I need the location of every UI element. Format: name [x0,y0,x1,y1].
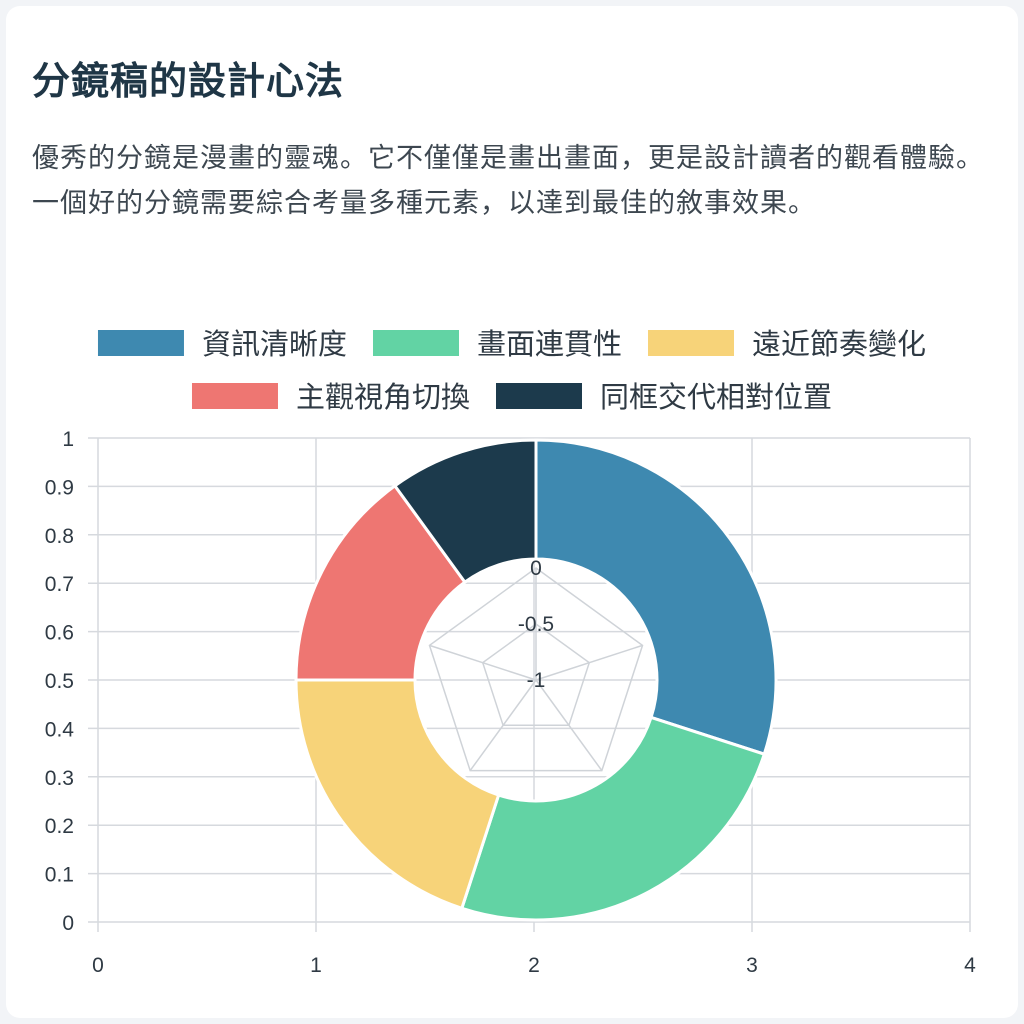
radial-spoke [429,644,537,681]
radial-spoke [535,644,643,681]
doughnut-slice [459,715,767,922]
x-tick-label: 4 [964,954,976,977]
y-tick-label: 0.9 [45,476,74,499]
legend-label: 遠近節奏變化 [752,327,926,361]
description-text: 優秀的分鏡是漫畫的靈魂。它不僅僅是畫出畫面，更是設計讀者的觀看體驗。一個好的分鏡… [32,143,984,219]
y-tick-label: 0.1 [45,864,74,887]
radial-tick-label: -0.5 [518,613,554,636]
legend-swatch [97,330,184,356]
radial-grid-ring [428,567,644,772]
legend-label: 同框交代相對位置 [600,380,832,414]
doughnut-slice [534,438,778,757]
x-tick-label: 1 [310,954,322,977]
radial-spoke [469,679,537,772]
radial-grid-ring [481,623,591,727]
doughnut-slice [294,483,467,682]
doughnut-slice [294,678,501,911]
y-tick-label: 0.6 [45,622,74,645]
page-title: 分鏡稿的設計心法 [32,59,345,103]
doughnut-slice [392,438,538,585]
y-tick-label: 0.5 [45,670,74,693]
legend-label: 資訊清晰度 [202,327,347,361]
x-tick-label: 3 [746,954,758,977]
y-tick-label: 0.2 [45,815,74,838]
radial-tick-label: -1 [527,669,546,692]
y-tick-label: 0.3 [45,767,74,790]
legend-swatch [191,383,278,409]
radial-spoke [535,679,603,772]
legend-swatch [372,330,459,356]
y-tick-label: 0.4 [45,718,75,741]
legend-swatch [648,330,735,356]
x-tick-label: 2 [528,954,540,977]
y-tick-label: 0.8 [45,525,74,548]
legend-swatch [496,383,582,409]
y-tick-label: 0 [62,912,74,935]
x-tick-label: 0 [92,954,104,977]
legend-label: 主觀視角切換 [296,380,470,414]
y-tick-label: 1 [62,428,74,451]
y-tick-label: 0.7 [45,573,74,596]
legend-label: 畫面連貫性 [477,327,622,361]
radial-tick-label: 0 [530,557,542,580]
